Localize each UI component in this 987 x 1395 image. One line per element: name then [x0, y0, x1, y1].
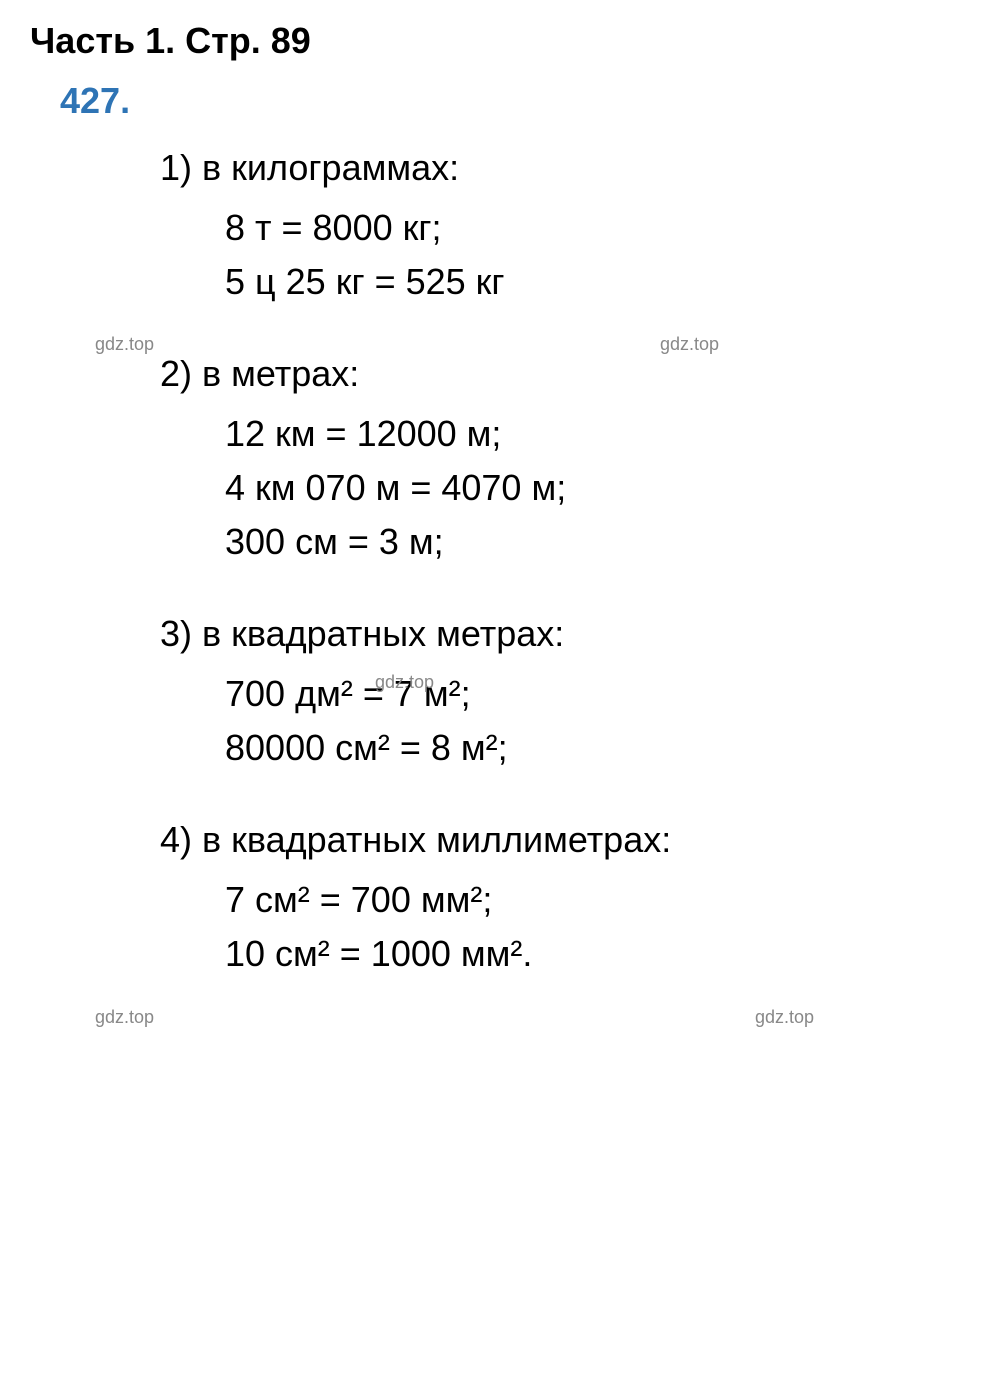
- watermark: gdz.top: [375, 672, 434, 693]
- problem-number: 427.: [60, 80, 957, 122]
- conversion-line: 700 дм² = 7 м²;: [225, 673, 957, 715]
- watermark: gdz.top: [95, 1007, 154, 1028]
- conversion-line: 4 км 070 м = 4070 м;: [225, 467, 957, 509]
- conversion-line: 5 ц 25 кг = 525 кг: [225, 261, 957, 303]
- page-header: Часть 1. Стр. 89: [30, 20, 957, 62]
- conversion-line: 300 см = 3 м;: [225, 521, 957, 563]
- watermark: gdz.top: [755, 1007, 814, 1028]
- section-3: 3) в квадратных метрах: 700 дм² = 7 м²; …: [30, 613, 957, 769]
- section-4: 4) в квадратных миллиметрах: 7 см² = 700…: [30, 819, 957, 975]
- section-2: 2) в метрах: 12 км = 12000 м; 4 км 070 м…: [30, 353, 957, 563]
- watermark: gdz.top: [660, 334, 719, 355]
- watermark: gdz.top: [95, 334, 154, 355]
- conversion-line: 7 см² = 700 мм²;: [225, 879, 957, 921]
- conversion-line: 12 км = 12000 м;: [225, 413, 957, 455]
- section-title: 4) в квадратных миллиметрах:: [160, 819, 957, 861]
- conversion-line: 10 см² = 1000 мм².: [225, 933, 957, 975]
- section-title: 1) в килограммах:: [160, 147, 957, 189]
- conversion-line: 8 т = 8000 кг;: [225, 207, 957, 249]
- section-title: 3) в квадратных метрах:: [160, 613, 957, 655]
- section-1: 1) в килограммах: 8 т = 8000 кг; 5 ц 25 …: [30, 147, 957, 303]
- conversion-line: 80000 см² = 8 м²;: [225, 727, 957, 769]
- section-title: 2) в метрах:: [160, 353, 957, 395]
